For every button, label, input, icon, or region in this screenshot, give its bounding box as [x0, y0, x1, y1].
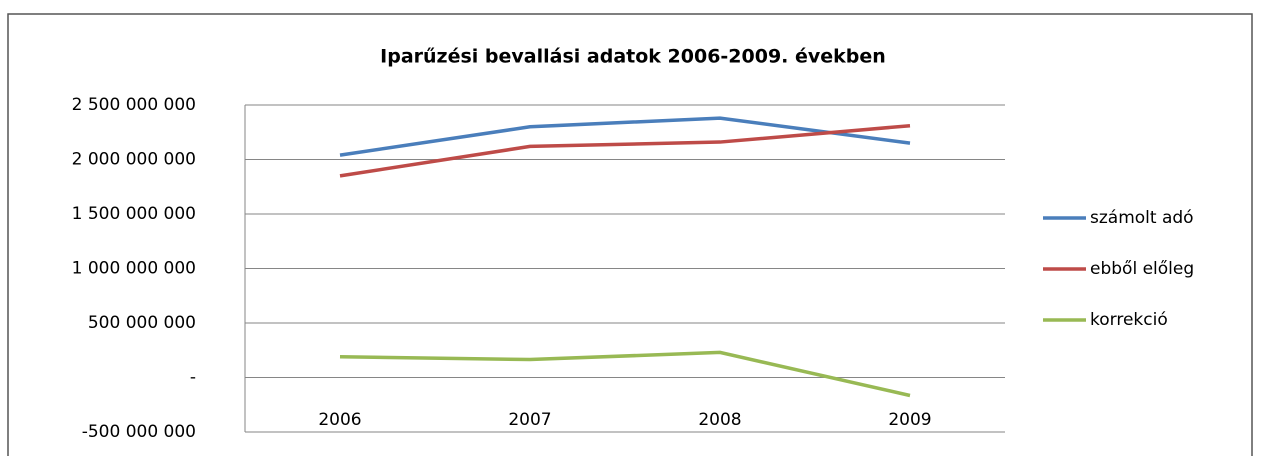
y-tick-label: 2 500 000 000 — [72, 95, 196, 115]
y-tick-label: 1 000 000 000 — [72, 259, 196, 279]
x-tick-label: 2007 — [508, 410, 551, 430]
y-tick-label: 500 000 000 — [88, 313, 196, 333]
series-line — [339, 116, 911, 157]
y-tick-label: - — [190, 368, 196, 388]
x-tick-label: 2009 — [888, 410, 931, 430]
y-tick-label: 2 000 000 000 — [72, 150, 196, 170]
y-tick-label: -500 000 000 — [82, 422, 196, 442]
series-line — [339, 350, 911, 398]
series-line — [339, 123, 911, 178]
x-tick-label: 2008 — [698, 410, 741, 430]
chart-frame — [7, 13, 1253, 456]
y-tick-label: 1 500 000 000 — [72, 204, 196, 224]
x-tick-label: 2006 — [318, 410, 361, 430]
legend-label: korrekció — [1090, 310, 1168, 330]
chart-title: Iparűzési bevallási adatok 2006-2009. év… — [380, 46, 886, 68]
legend-label: ebből előleg — [1090, 259, 1194, 279]
legend-label: számolt adó — [1090, 208, 1194, 228]
